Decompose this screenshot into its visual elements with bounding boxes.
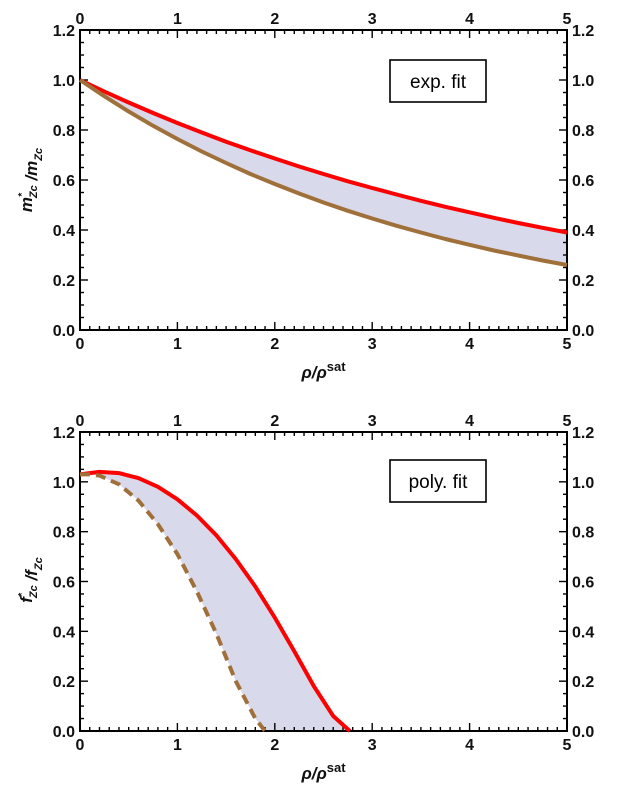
x-tick-label-top: 5 [563,413,572,430]
legend-label: exp. fit [410,72,467,93]
x-tick-label-bottom: 2 [270,737,279,754]
x-axis-title: ρ/ρsat [300,359,346,382]
y-tick-label-left: 0.0 [53,724,75,741]
x-tick-label-top: 0 [76,413,85,430]
x-axis-title: ρ/ρsat [300,760,346,783]
y-axis-title: f*Zc /fZc [17,557,45,602]
plot-frame [79,431,568,732]
y-tick-label-left: 0.0 [53,323,75,340]
y-tick-label-left: 0.6 [53,575,75,592]
x-tick-label-top: 4 [465,11,474,28]
x-tick-label-top: 5 [563,11,572,28]
y-tick-label-right: 0.6 [572,575,594,592]
y-tick-label-right: 0.4 [572,624,594,641]
y-tick-label-left: 1.2 [53,23,75,40]
x-tick-label-bottom: 0 [76,737,85,754]
y-tick-label-left: 1.0 [53,475,75,492]
x-tick-label-top: 3 [368,11,377,28]
x-tick-label-bottom: 5 [563,336,572,353]
y-tick-label-right: 0.8 [572,525,594,542]
y-tick-label-left: 1.2 [53,425,75,442]
x-tick-label-bottom: 3 [368,336,377,353]
x-tick-label-top: 0 [76,11,85,28]
y-tick-label-left: 0.6 [53,173,75,190]
series-line-2 [78,78,568,267]
y-tick-label-left: 0.4 [53,624,75,641]
legend-label: poly. fit [409,472,469,493]
x-tick-label-top: 2 [270,11,279,28]
y-tick-label-right: 1.2 [572,425,594,442]
y-tick-label-left: 0.2 [53,273,75,290]
series-line-1 [79,469,352,733]
y-tick-label-right: 0.4 [572,223,594,240]
svg-text:m*Zc /mZc: m*Zc /mZc [17,148,45,212]
x-tick-label-top: 3 [368,413,377,430]
y-tick-label-right: 0.2 [572,674,594,691]
y-tick-label-right: 1.2 [572,23,594,40]
shaded-band [80,471,350,731]
x-tick-label-bottom: 5 [563,737,572,754]
legend-box [389,59,487,103]
x-tick-label-top: 2 [270,413,279,430]
y-tick-label-right: 1.0 [572,73,594,90]
x-tick-label-bottom: 1 [173,336,182,353]
shaded-band [80,80,567,265]
series-line-1 [79,78,568,235]
y-tick-label-right: 0.0 [572,724,594,741]
x-tick-label-bottom: 3 [368,737,377,754]
x-tick-label-bottom: 4 [465,336,474,353]
legend-box [389,459,487,503]
y-tick-label-left: 1.0 [53,73,75,90]
x-tick-label-top: 1 [173,413,182,430]
series-line-2 [80,472,267,733]
y-tick-label-left: 0.8 [53,123,75,140]
x-tick-label-bottom: 2 [270,336,279,353]
y-tick-label-right: 0.0 [572,323,594,340]
x-tick-label-bottom: 4 [465,737,474,754]
x-tick-label-top: 1 [173,11,182,28]
x-tick-label-top: 4 [465,413,474,430]
y-tick-label-left: 0.4 [53,223,75,240]
y-tick-label-right: 0.2 [572,273,594,290]
y-tick-label-right: 0.8 [572,123,594,140]
svg-text:f*Zc /fZc: f*Zc /fZc [17,557,45,602]
y-tick-label-left: 0.8 [53,525,75,542]
x-tick-label-bottom: 0 [76,336,85,353]
x-tick-label-bottom: 1 [173,737,182,754]
y-axis-title: m*Zc /mZc [17,148,45,212]
y-tick-label-right: 1.0 [572,475,594,492]
y-tick-label-left: 0.2 [53,674,75,691]
y-tick-label-right: 0.6 [572,173,594,190]
